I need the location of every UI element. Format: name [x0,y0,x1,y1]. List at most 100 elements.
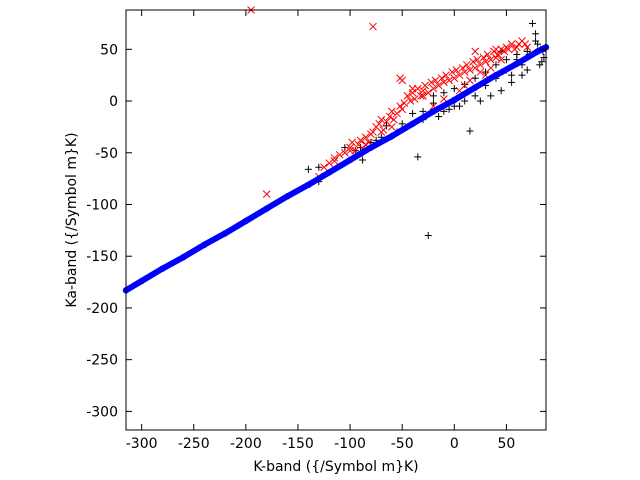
data-point-red [500,47,509,56]
data-point-black [502,56,510,64]
data-point-black [518,71,526,79]
data-point-blue [367,144,375,151]
x-tick-label: -300 [126,436,158,452]
data-point-red [396,74,404,83]
data-point-red [523,43,532,52]
plot-frame [125,9,547,431]
data-point-red [408,84,417,93]
data-point-black [315,163,323,171]
data-point-red [427,78,436,87]
data-point-black [471,74,479,82]
data-point-red [398,105,407,114]
x-tick-label: -100 [334,436,366,452]
data-point-black [450,85,458,93]
data-point-blue [263,205,270,212]
data-point-red [424,88,433,97]
data-point-red [471,47,479,56]
data-point-blue [534,48,541,55]
data-point-red [387,107,396,116]
data-point-red [473,55,482,64]
data-point-black [482,68,490,76]
data-point-blue [326,169,333,176]
data-point-black [383,122,391,130]
y-tick-label: -150 [86,249,118,265]
data-point-red [466,76,474,85]
data-point-red [389,115,398,124]
y-tick-label: -300 [86,404,118,420]
data-point-red [335,150,344,159]
data-point-black [508,78,516,86]
x-tick-label: -200 [230,436,262,452]
data-point-red [385,112,394,121]
data-point-red [476,68,485,76]
data-point-blue [346,156,354,164]
data-point-blue [221,230,229,237]
data-point-red [486,64,495,72]
data-point-black [435,113,443,121]
data-point-red [320,163,328,172]
data-point-black [304,165,312,173]
axis-ticks: -300 -250 -200 -150 -100 -50 0 50 -300 -250 -200 -1… [86,10,546,452]
data-point-red [419,92,427,100]
data-point-black [424,232,432,240]
data-point-red [434,81,443,90]
y-tick-label: -50 [95,146,118,162]
y-tick-label: 0 [109,94,118,110]
data-point-red [455,71,464,80]
data-point-blue [284,193,291,200]
data-point-black [528,19,536,27]
data-point-red [330,154,339,162]
data-point-blue [388,133,395,140]
data-point-black [508,71,516,79]
y-tick-label: 50 [100,42,118,58]
data-point-red [458,64,467,72]
data-point-red [445,76,453,85]
x-axis-label: K-band ({/Symbol m}K) [253,459,418,475]
data-point-blue [159,265,166,272]
data-point-black [419,107,427,115]
data-point-red [481,57,490,66]
data-point-red [483,50,492,59]
data-point-red [494,50,502,59]
data-point-red [406,97,415,105]
data-point-black [429,99,437,107]
data-point-red [377,128,386,136]
data-point-blue [138,277,145,285]
x-tick-label: -150 [282,436,314,452]
data-point-black [471,92,479,100]
data-point-black [414,153,422,161]
data-point-blue [305,181,312,189]
data-point-red [462,60,471,69]
data-point-red [400,99,409,107]
data-point-red [417,92,425,100]
data-point-red [421,81,429,90]
data-point-red [469,57,477,66]
data-point-red [377,115,386,124]
x-tick-label: -50 [391,436,414,452]
data-point-black [487,92,495,100]
data-point-red [492,45,500,54]
data-point-red [460,68,469,76]
data-point-blue [471,84,479,91]
data-point-black [461,97,469,105]
x-tick-label: -250 [178,436,210,452]
data-point-red [442,71,450,80]
data-point-red [403,92,412,100]
data-point-blue [430,108,437,115]
data-point-red [393,109,401,118]
data-point-red [262,190,271,198]
data-point-red [507,40,516,48]
data-point-red [356,136,365,145]
data-point-blue [180,254,187,261]
data-point-red [375,119,384,128]
data-point-red [437,74,446,83]
y-tick-label: -100 [86,197,118,213]
data-point-blue [451,96,458,104]
data-point-black [409,109,417,117]
data-point-blue [513,60,521,67]
data-point-red [479,53,488,62]
data-point-black [445,105,453,113]
data-point-black [450,102,458,110]
data-point-red [504,45,513,54]
